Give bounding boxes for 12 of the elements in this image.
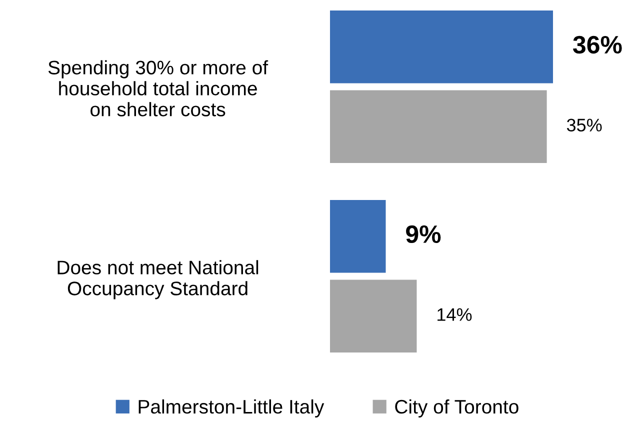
data-label: 9%: [406, 225, 441, 244]
bar: [330, 280, 417, 353]
legend-label: Palmerston-Little Italy: [138, 399, 324, 418]
bar: [330, 90, 547, 164]
y-tick-label: Spending 30% or more of household total income on shelter costs: [48, 60, 268, 116]
legend-label: City of Toronto: [395, 399, 518, 418]
bar: [330, 200, 386, 273]
data-label: 35%: [566, 118, 602, 132]
bar: [330, 10, 553, 84]
y-tick-label: Does not meet National Occupancy Standard: [58, 260, 258, 300]
data-label: 36%: [573, 36, 622, 54]
data-label: 14%: [438, 308, 472, 321]
